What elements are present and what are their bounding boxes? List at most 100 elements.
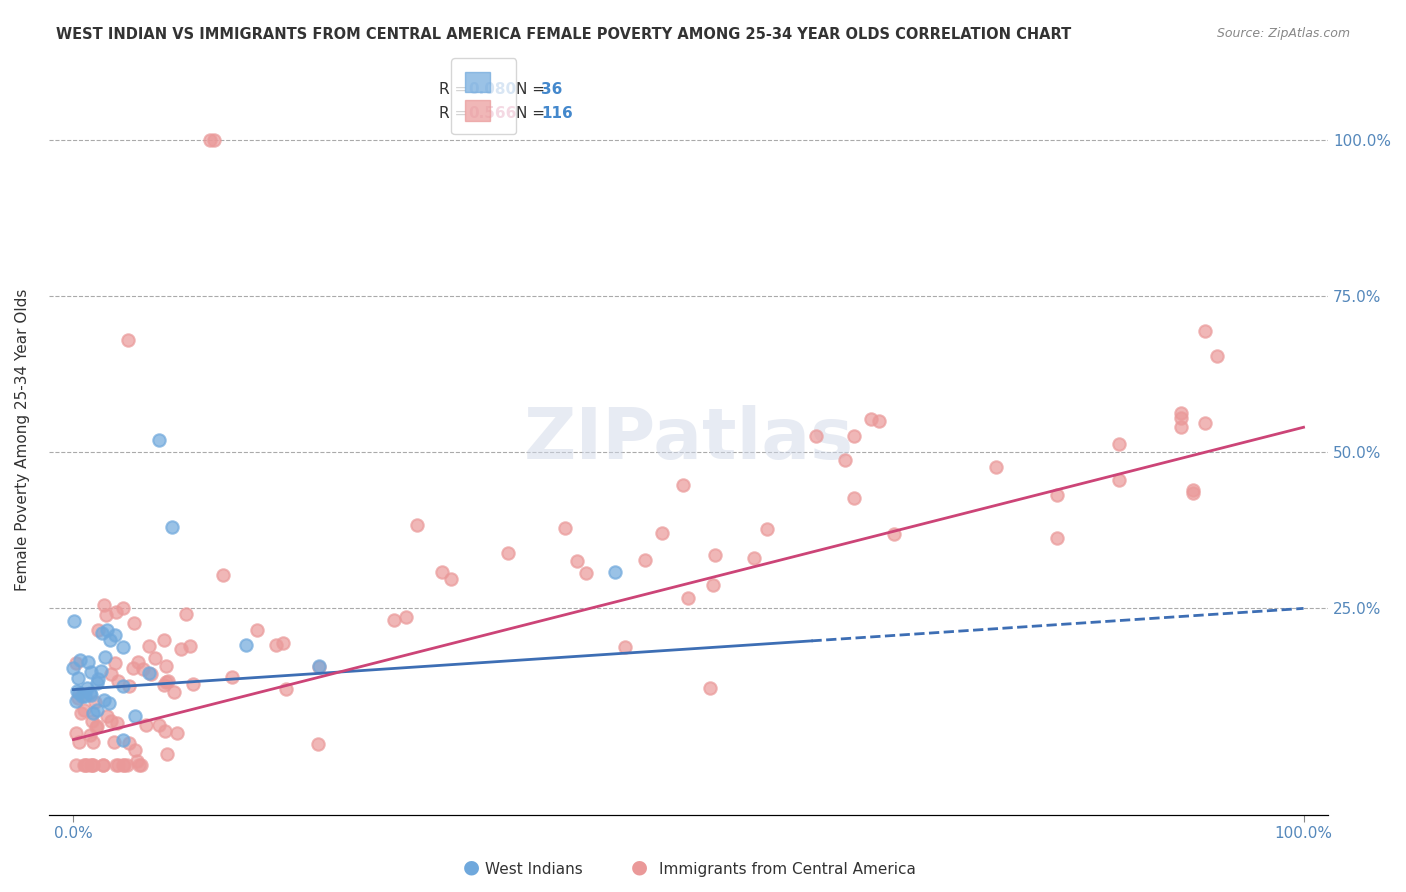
Point [82, 706, 104, 720]
Point [65, 694, 87, 708]
Point [73, 689, 96, 703]
Text: 36: 36 [541, 82, 562, 97]
Point [406, 518, 429, 533]
Text: Immigrants from Central America: Immigrants from Central America [659, 863, 915, 877]
Y-axis label: Female Poverty Among 25-34 Year Olds: Female Poverty Among 25-34 Year Olds [15, 289, 30, 591]
Point [62, 661, 84, 675]
Point [860, 412, 883, 426]
Point [107, 757, 129, 772]
Text: R =: R = [439, 106, 472, 121]
Point [756, 522, 779, 536]
Point [1108, 437, 1130, 451]
Point [115, 757, 138, 772]
Point [73, 757, 96, 772]
Point [65, 726, 87, 740]
Point [430, 565, 453, 579]
Point [93, 693, 115, 707]
Text: 0.566: 0.566 [468, 106, 517, 121]
Text: N =: N = [516, 82, 550, 97]
Point [155, 659, 177, 673]
Text: ●: ● [631, 857, 648, 876]
Point [122, 616, 145, 631]
Point [135, 718, 157, 732]
Point [498, 545, 520, 559]
Point [678, 591, 700, 605]
Point [153, 632, 176, 647]
Point [246, 624, 269, 638]
Point [87, 672, 110, 686]
Point [122, 661, 145, 675]
Point [271, 636, 294, 650]
Point [111, 640, 134, 654]
Point [554, 521, 576, 535]
Point [565, 554, 588, 568]
Point [634, 553, 657, 567]
Point [274, 681, 297, 696]
Point [79, 728, 101, 742]
Point [97, 696, 120, 710]
Point [100, 714, 122, 728]
Legend: , : , [451, 58, 516, 134]
Point [1194, 416, 1216, 430]
Point [66, 690, 89, 705]
Point [842, 491, 865, 506]
Point [440, 572, 463, 586]
Point [90, 664, 112, 678]
Point [91, 757, 114, 772]
Point [614, 640, 637, 654]
Point [844, 428, 866, 442]
Point [308, 658, 330, 673]
Point [82, 757, 104, 772]
Point [181, 676, 204, 690]
Point [118, 736, 141, 750]
Point [308, 660, 330, 674]
Point [112, 757, 135, 772]
Point [84, 720, 107, 734]
Point [202, 133, 225, 147]
Point [98, 632, 121, 647]
Point [138, 665, 160, 680]
Point [94, 608, 117, 623]
Point [174, 607, 197, 621]
Point [76, 757, 98, 772]
Point [162, 685, 184, 699]
Point [69, 653, 91, 667]
Point [155, 674, 177, 689]
Point [1181, 483, 1204, 497]
Point [82, 735, 104, 749]
Point [1194, 325, 1216, 339]
Point [141, 666, 163, 681]
Point [117, 333, 139, 347]
Point [127, 754, 149, 768]
Text: West Indians: West Indians [485, 863, 583, 877]
Point [124, 709, 146, 723]
Point [132, 662, 155, 676]
Point [148, 718, 170, 732]
Point [1181, 486, 1204, 500]
Text: 116: 116 [541, 106, 574, 121]
Point [153, 723, 176, 738]
Point [86, 676, 108, 690]
Text: ●: ● [463, 857, 479, 876]
Point [91, 757, 114, 772]
Point [94, 650, 117, 665]
Point [1046, 488, 1069, 502]
Point [80, 757, 103, 772]
Point [395, 610, 418, 624]
Point [704, 548, 727, 562]
Point [66, 684, 89, 698]
Point [235, 638, 257, 652]
Point [80, 688, 103, 702]
Point [65, 757, 87, 772]
Point [83, 695, 105, 709]
Point [166, 726, 188, 740]
Point [70, 689, 93, 703]
Point [79, 686, 101, 700]
Point [138, 639, 160, 653]
Point [111, 732, 134, 747]
Point [117, 679, 139, 693]
Point [1170, 410, 1192, 425]
Point [76, 655, 98, 669]
Point [105, 716, 128, 731]
Point [86, 719, 108, 733]
